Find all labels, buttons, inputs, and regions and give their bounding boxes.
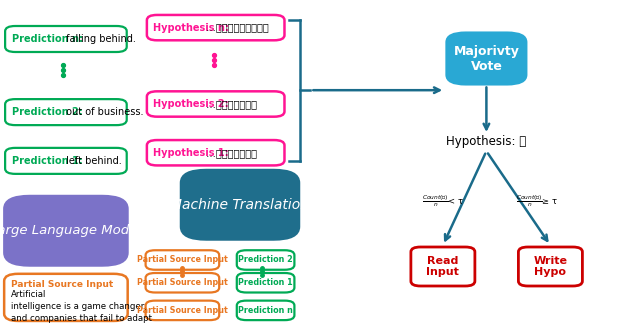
Text: Prediction 1: Prediction 1 [238,278,293,287]
FancyBboxPatch shape [411,247,475,286]
FancyBboxPatch shape [147,140,285,165]
FancyBboxPatch shape [237,273,294,292]
FancyBboxPatch shape [4,196,128,266]
Text: Prediction n: Prediction n [238,306,293,315]
FancyBboxPatch shape [237,301,294,320]
Text: Prediction 1:: Prediction 1: [12,156,83,166]
Text: …公司可能会落后: …公司可能会落后 [204,148,257,158]
FancyBboxPatch shape [146,273,219,292]
Text: Write
Hypo: Write Hypo [533,256,568,277]
Text: Prediction n:: Prediction n: [12,34,83,44]
Text: falling behind.: falling behind. [63,34,136,44]
Text: $\frac{Count(落)}{n}$< τ: $\frac{Count(落)}{n}$< τ [422,194,464,209]
Text: Hypothesis 2:: Hypothesis 2: [154,99,229,109]
Text: Machine Translation: Machine Translation [170,198,310,212]
Text: …公司可能会落在后面: …公司可能会落在后面 [204,23,269,32]
Text: Partial Source Input: Partial Source Input [137,306,228,315]
Text: Artificial
intelligence is a game changer,
and companies that fail to adapt
may : Artificial intelligence is a game change… [10,290,152,325]
Text: out of business.: out of business. [63,107,143,117]
FancyBboxPatch shape [4,274,128,321]
Text: $\frac{Count(落)}{n}$≥ τ: $\frac{Count(落)}{n}$≥ τ [516,194,559,209]
Text: left behind.: left behind. [63,156,122,166]
Text: Prediction 2: Prediction 2 [238,255,293,265]
Text: Partial Source Input: Partial Source Input [137,278,228,287]
Text: Read
Input: Read Input [426,256,460,277]
Text: Hypothesis n:: Hypothesis n: [154,23,229,32]
FancyBboxPatch shape [147,91,285,117]
Text: Partial Source Input: Partial Source Input [10,280,113,289]
FancyBboxPatch shape [5,148,127,174]
FancyBboxPatch shape [146,301,219,320]
FancyBboxPatch shape [5,99,127,125]
FancyBboxPatch shape [146,250,219,270]
FancyBboxPatch shape [518,247,582,286]
Text: Hypothesis: 落: Hypothesis: 落 [446,135,527,148]
FancyBboxPatch shape [147,15,285,40]
Text: Partial Source Input: Partial Source Input [137,255,228,265]
Text: Prediction 2:: Prediction 2: [12,107,83,117]
FancyBboxPatch shape [180,170,300,240]
Text: …公司可能会出局: …公司可能会出局 [204,99,257,109]
Text: Majorivty
Vote: Majorivty Vote [454,45,519,72]
FancyBboxPatch shape [5,26,127,52]
Text: Large Language Model: Large Language Model [0,224,141,237]
FancyBboxPatch shape [237,250,294,270]
FancyBboxPatch shape [447,32,526,84]
Text: Hypothesis 1:: Hypothesis 1: [154,148,229,158]
